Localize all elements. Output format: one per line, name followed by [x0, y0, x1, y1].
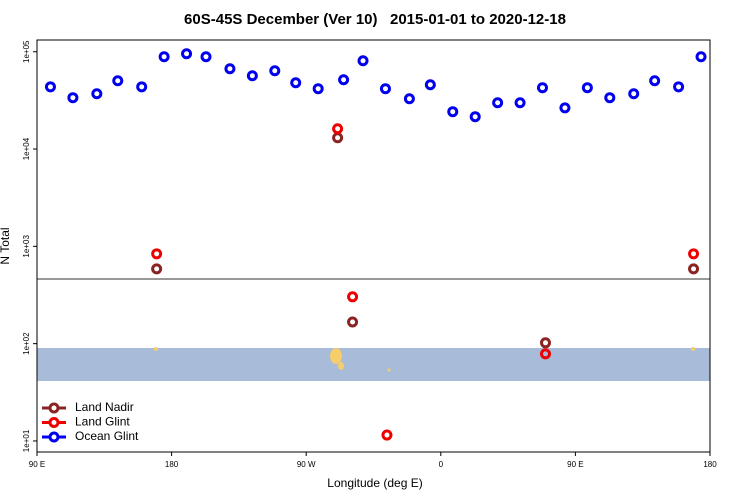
point	[224, 63, 236, 75]
x-tick-label: 180	[703, 460, 717, 469]
point	[403, 93, 415, 105]
y-tick-label: 1e+01	[22, 429, 31, 452]
x-tick-label: 0	[439, 460, 444, 469]
point	[151, 263, 163, 275]
point	[151, 248, 163, 260]
point	[424, 79, 436, 91]
chart-title: 60S-45S December (Ver 10) 2015-01-01 to …	[184, 11, 566, 28]
point	[290, 77, 302, 89]
point	[312, 83, 324, 95]
point	[332, 132, 344, 144]
point	[492, 97, 504, 109]
point	[246, 70, 258, 82]
x-tick-label: 90 W	[297, 460, 316, 469]
legend-marker	[48, 431, 60, 443]
y-tick-label: 1e+04	[22, 137, 31, 160]
point	[347, 316, 359, 328]
point	[581, 82, 593, 94]
point	[332, 123, 344, 135]
point	[628, 88, 640, 100]
point	[357, 55, 369, 67]
point	[688, 263, 700, 275]
y-tick-label: 1e+05	[22, 40, 31, 63]
point	[604, 92, 616, 104]
point	[673, 81, 685, 93]
point	[44, 81, 56, 93]
point	[67, 92, 79, 104]
point	[559, 102, 571, 114]
point	[338, 74, 350, 86]
map-strip	[37, 348, 710, 381]
legend-label: Land Glint	[75, 415, 130, 429]
point	[269, 65, 281, 77]
legend-label: Ocean Glint	[75, 429, 139, 443]
point	[649, 75, 661, 87]
point	[688, 248, 700, 260]
point	[514, 97, 526, 109]
point	[347, 291, 359, 303]
legend-label: Land Nadir	[75, 400, 134, 414]
y-axis-label: N Total	[0, 227, 12, 264]
legend-marker	[48, 402, 60, 414]
point	[469, 111, 481, 123]
land-shapes	[154, 347, 695, 372]
point	[695, 51, 707, 63]
point	[200, 51, 212, 63]
point	[158, 51, 170, 63]
y-tick-label: 1e+02	[22, 332, 31, 355]
x-tick-label: 90 E	[567, 460, 583, 469]
x-tick-label: 90 E	[29, 460, 45, 469]
point	[136, 81, 148, 93]
legend-marker	[48, 417, 60, 428]
point	[539, 348, 551, 360]
point	[181, 48, 193, 60]
point	[447, 106, 459, 118]
point	[536, 82, 548, 94]
point	[379, 83, 391, 95]
y-tick-label: 1e+03	[22, 235, 31, 258]
x-tick-label: 180	[165, 460, 179, 469]
point	[112, 75, 124, 87]
point	[91, 88, 103, 100]
point	[539, 337, 551, 349]
x-axis-label: Longitude (deg E)	[327, 476, 422, 490]
point	[381, 429, 393, 441]
